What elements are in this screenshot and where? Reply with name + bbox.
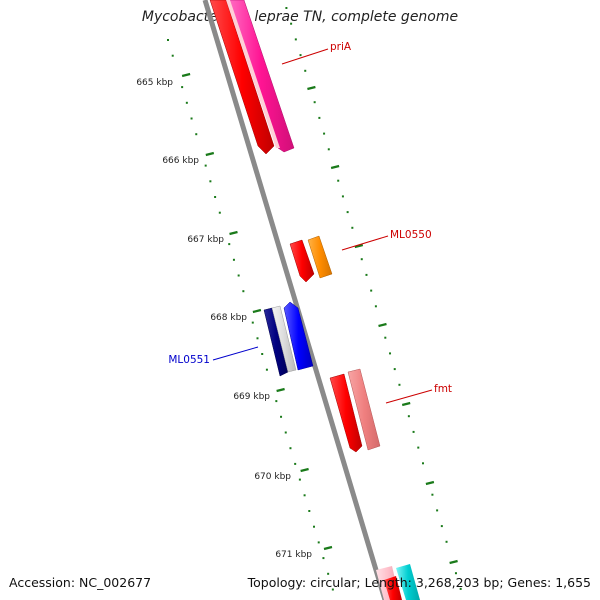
tick-label: 668 kbp — [210, 313, 247, 323]
callout-line-ml0551 — [212, 346, 259, 361]
major-tick — [205, 151, 215, 157]
major-tick — [181, 72, 191, 78]
gene-feature-salmon[interactable] — [347, 368, 381, 451]
major-tick — [229, 230, 238, 236]
outer-dotted-track — [285, 7, 462, 590]
gene-labels: priA ML0550 ML0551 fmt — [168, 41, 452, 395]
genome-backbone — [202, 0, 388, 600]
outer-major-tick — [354, 243, 364, 249]
gene-feature-red[interactable] — [289, 239, 315, 283]
gene-feature-light — [226, 0, 280, 148]
gene-feature-cyan — [396, 564, 420, 600]
gene-feature-red[interactable] — [209, 0, 275, 155]
gene-label-pria[interactable]: priA — [330, 41, 352, 53]
tick-label: 671 kbp — [275, 550, 312, 560]
gene-feature-white — [271, 305, 297, 373]
tick-label: 669 kbp — [233, 392, 270, 402]
tick-label: 670 kbp — [254, 472, 291, 482]
major-tick — [252, 308, 262, 314]
outer-major-tick — [378, 322, 387, 328]
gene-features — [209, 0, 420, 600]
tick-label: 667 kbp — [187, 235, 224, 245]
accession-text: Accession: NC_002677 — [9, 575, 152, 590]
callout-line-pria — [281, 48, 329, 65]
tick-track — [167, 39, 334, 591]
gene-feature-orange[interactable] — [307, 235, 333, 279]
gene-label-fmt[interactable]: fmt — [434, 383, 452, 395]
gene-label-ml0550[interactable]: ML0550 — [390, 229, 432, 241]
gene-feature-blue[interactable] — [283, 301, 314, 371]
gene-callouts — [212, 48, 433, 404]
outer-major-tick — [330, 164, 340, 170]
outer-major-tick — [307, 85, 316, 91]
callout-line-ml0550 — [341, 235, 389, 251]
gene-feature-red[interactable] — [329, 373, 363, 453]
tick-label: 666 kbp — [162, 156, 199, 166]
callout-line-fmt — [385, 389, 433, 404]
outer-major-tick — [401, 401, 411, 407]
outer-major-tick — [425, 480, 435, 486]
major-tick — [276, 387, 285, 393]
gene-feature-red — [384, 576, 402, 600]
gene-label-ml0551[interactable]: ML0551 — [168, 354, 210, 366]
major-tick — [323, 545, 333, 551]
tick-labels: 665 kbp 666 kbp 667 kbp 668 kbp 669 kbp … — [136, 78, 312, 560]
major-tick — [300, 467, 309, 473]
topology-text: Topology: circular; Length: 3,268,203 bp… — [247, 575, 591, 590]
outer-major-tick — [449, 559, 458, 565]
tick-label: 665 kbp — [136, 78, 173, 88]
